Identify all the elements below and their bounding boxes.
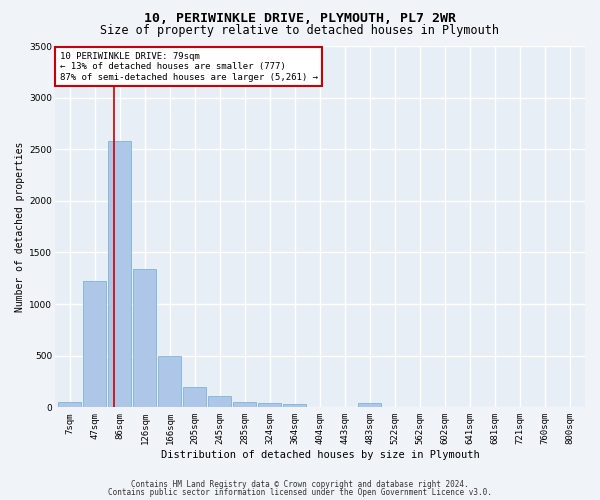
Bar xyxy=(83,282,106,408)
Bar xyxy=(184,387,206,407)
Bar xyxy=(208,396,232,407)
Bar xyxy=(358,403,382,407)
Text: Size of property relative to detached houses in Plymouth: Size of property relative to detached ho… xyxy=(101,24,499,37)
Bar xyxy=(158,356,181,408)
Bar xyxy=(58,402,82,407)
Bar xyxy=(133,269,157,407)
Bar xyxy=(259,403,281,407)
Text: Contains public sector information licensed under the Open Government Licence v3: Contains public sector information licen… xyxy=(108,488,492,497)
Text: 10 PERIWINKLE DRIVE: 79sqm
← 13% of detached houses are smaller (777)
87% of sem: 10 PERIWINKLE DRIVE: 79sqm ← 13% of deta… xyxy=(60,52,318,82)
Text: 10, PERIWINKLE DRIVE, PLYMOUTH, PL7 2WR: 10, PERIWINKLE DRIVE, PLYMOUTH, PL7 2WR xyxy=(144,12,456,26)
Text: Contains HM Land Registry data © Crown copyright and database right 2024.: Contains HM Land Registry data © Crown c… xyxy=(131,480,469,489)
Y-axis label: Number of detached properties: Number of detached properties xyxy=(15,142,25,312)
X-axis label: Distribution of detached houses by size in Plymouth: Distribution of detached houses by size … xyxy=(161,450,479,460)
Bar xyxy=(233,402,256,407)
Bar xyxy=(283,404,307,407)
Bar xyxy=(109,141,131,407)
